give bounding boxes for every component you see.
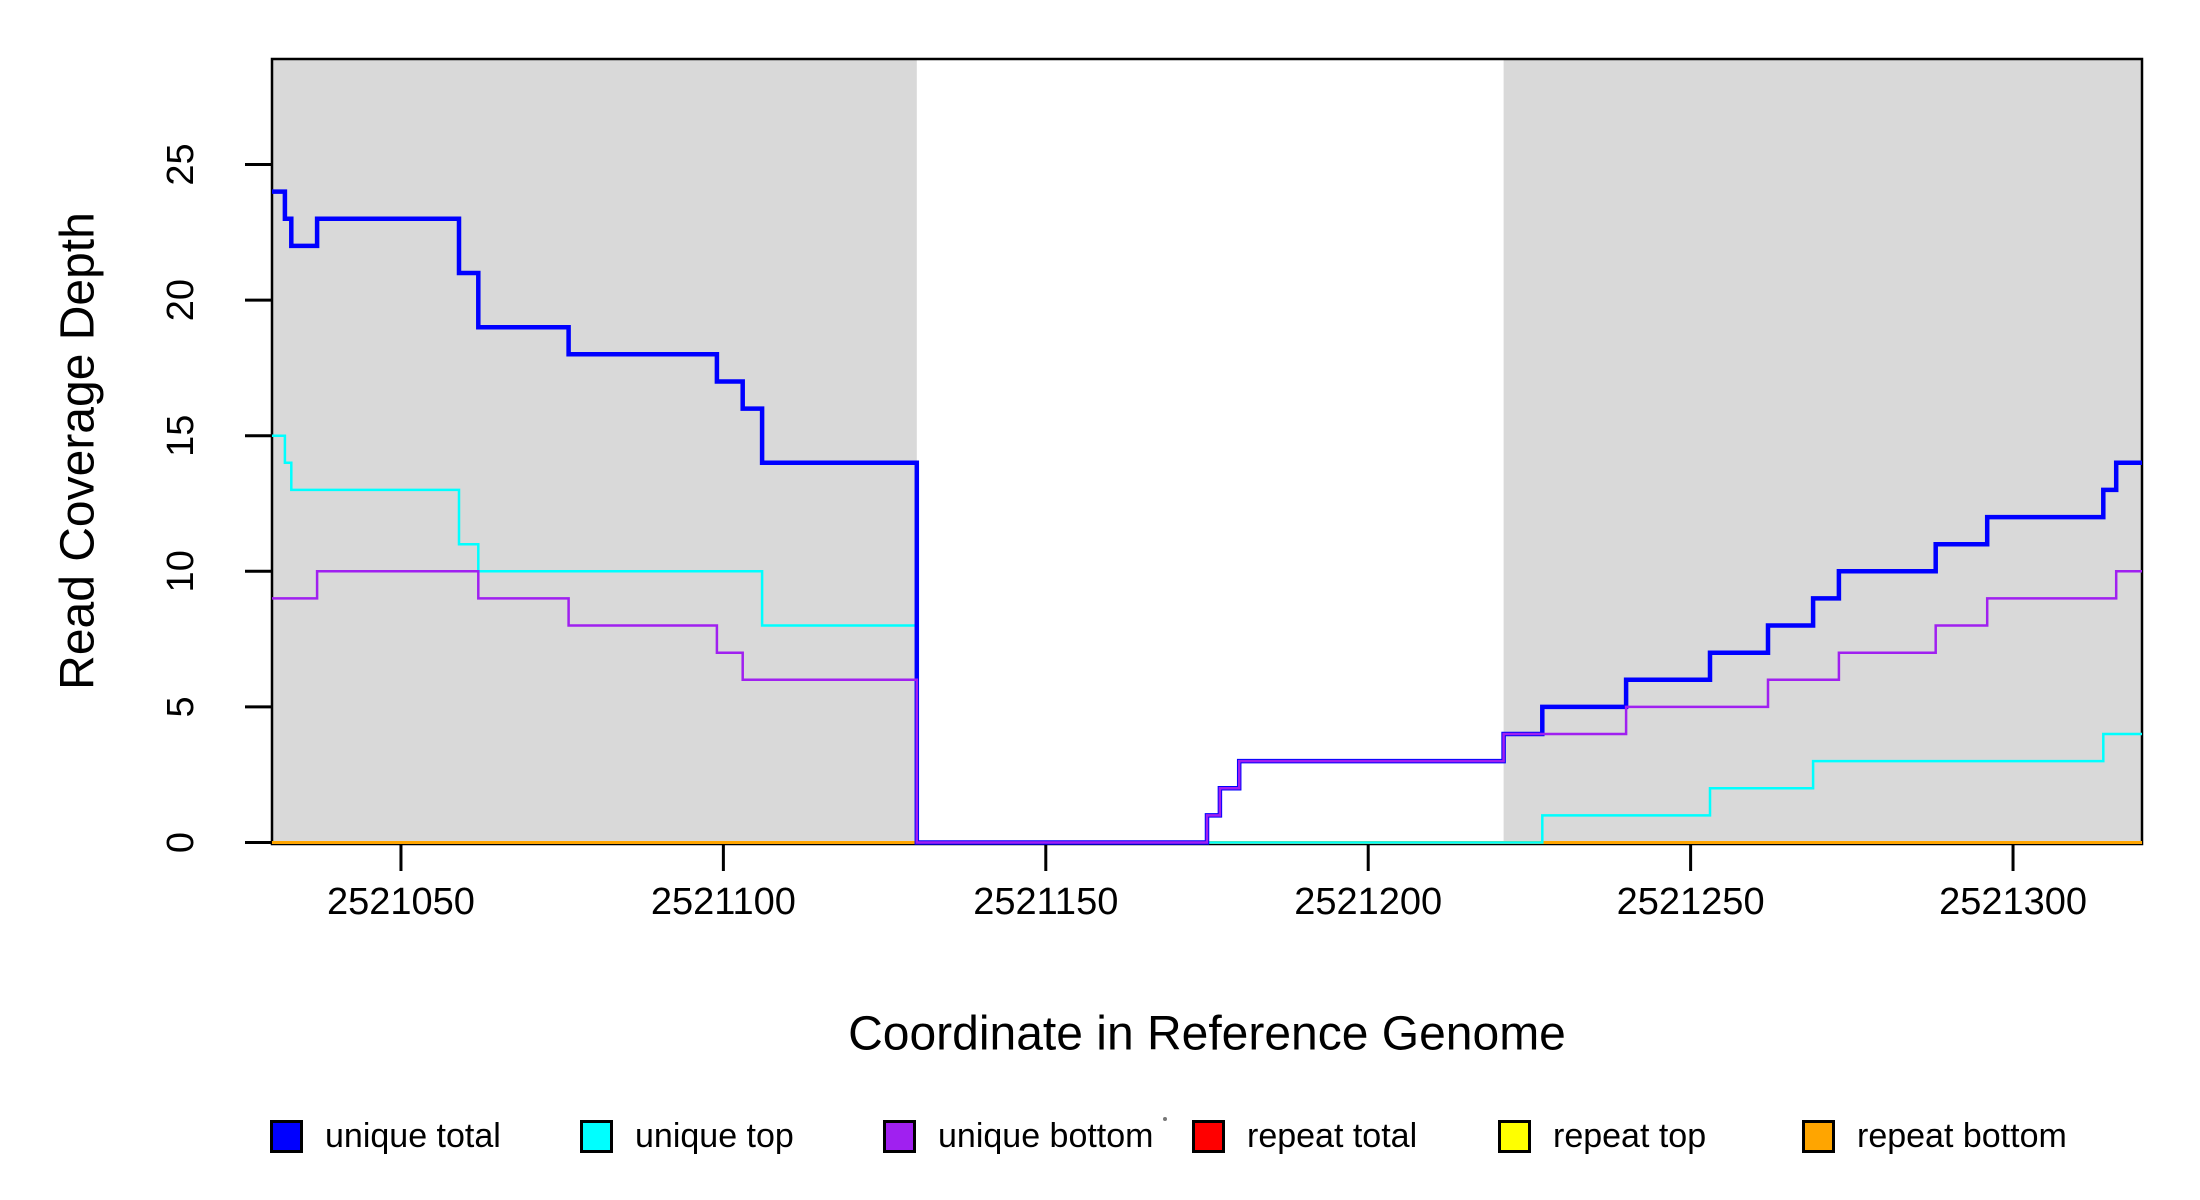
series-unique-bottom <box>272 570 2142 844</box>
legend-label: repeat bottom <box>1857 1117 2067 1155</box>
legend-label: unique total <box>325 1117 501 1155</box>
x-tick-label: 2521200 <box>1294 881 1442 923</box>
legend-swatch-repeat-top <box>1498 1119 1531 1153</box>
x-axis-title: Coordinate in Reference Genome <box>848 1007 1566 1061</box>
x-tick-label: 2521250 <box>1617 881 1765 923</box>
legend-swatch-unique-top <box>580 1119 613 1153</box>
y-tick-label: 20 <box>160 279 202 321</box>
legend-swatch-repeat-bottom <box>1802 1119 1835 1153</box>
left-gray-band <box>272 60 917 843</box>
y-tick-label: 15 <box>160 415 202 457</box>
legend-item-unique-bottom: unique bottom <box>883 1118 1154 1154</box>
right-gray-band <box>1503 60 2142 843</box>
legend-item-unique-top: unique top <box>580 1118 794 1154</box>
legend-swatch-unique-total <box>270 1119 303 1153</box>
y-tick-label: 10 <box>160 550 202 592</box>
x-tick-label: 2521300 <box>1939 881 2087 923</box>
legend-item-repeat-bottom: repeat bottom <box>1802 1118 2067 1154</box>
legend-swatch-unique-bottom <box>883 1119 916 1153</box>
legend-label: unique bottom <box>938 1117 1154 1155</box>
legend-label: repeat total <box>1247 1117 1418 1155</box>
y-axis-title: Read Coverage Depth <box>51 212 105 690</box>
y-tick-label: 5 <box>160 696 202 717</box>
speck <box>1163 1117 1167 1121</box>
x-tick-label: 2521100 <box>651 881 796 923</box>
legend-item-repeat-top: repeat top <box>1498 1118 1706 1154</box>
series-unique-top <box>272 434 2142 844</box>
legend-swatch-repeat-total <box>1192 1119 1225 1153</box>
y-tick-label: 25 <box>160 143 202 185</box>
y-tick-label: 0 <box>160 832 202 853</box>
legend-label: repeat top <box>1553 1117 1707 1155</box>
legend-item-unique-total: unique total <box>270 1118 501 1154</box>
legend-label: unique top <box>635 1117 794 1155</box>
legend-item-repeat-total: repeat total <box>1192 1118 1417 1154</box>
x-tick-label: 2521150 <box>973 881 1118 923</box>
x-tick-label: 2521050 <box>327 881 475 923</box>
legend: unique total unique top unique bottom repea… <box>0 1118 2200 1158</box>
